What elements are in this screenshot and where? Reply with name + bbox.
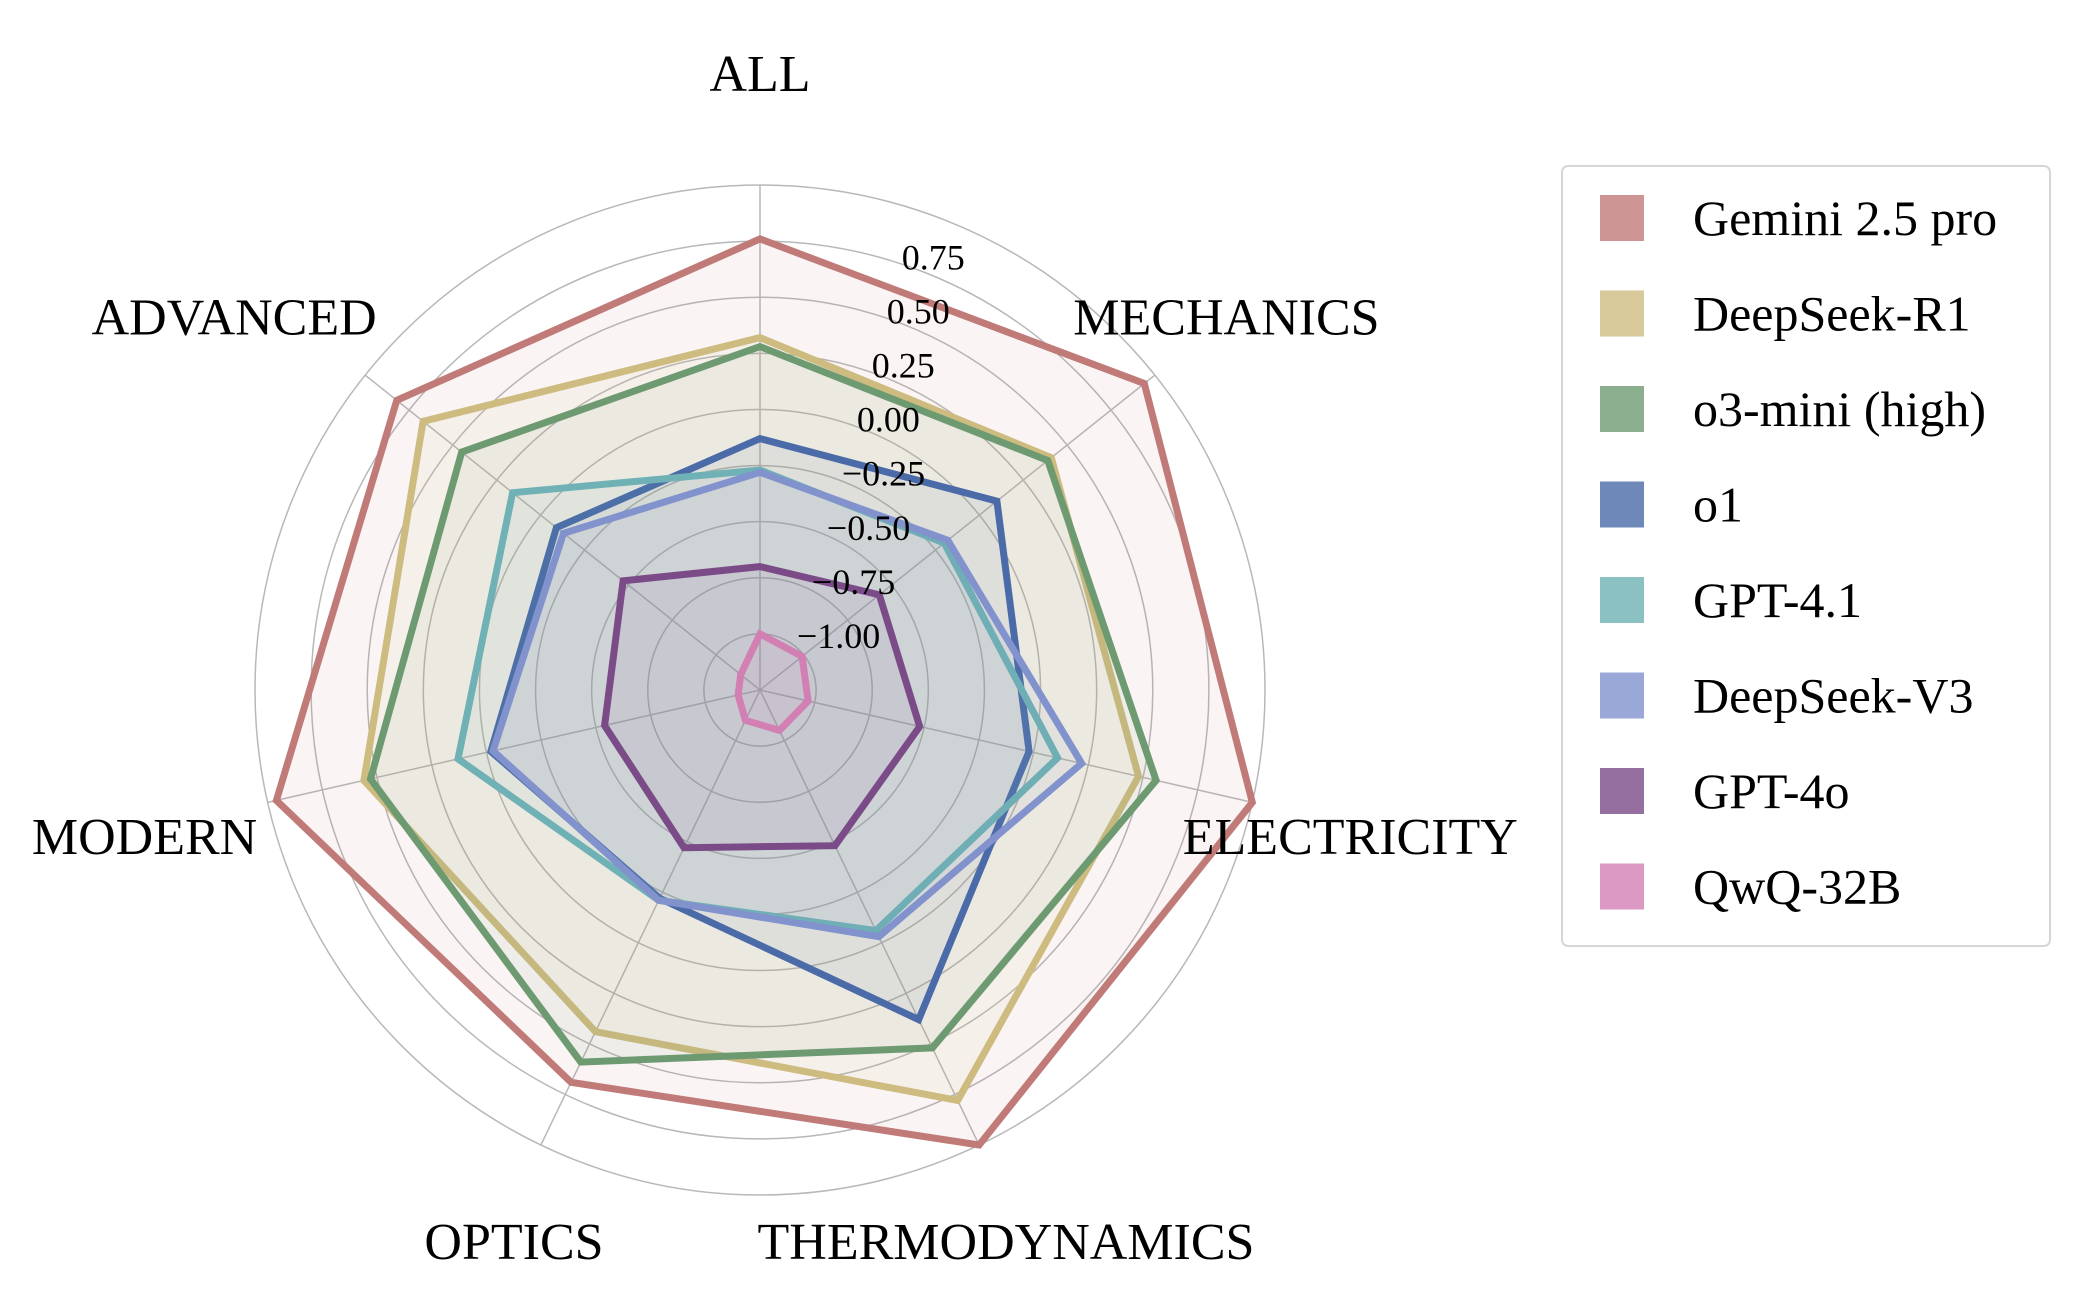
axis-label-all: ALL (709, 46, 810, 103)
grid-spoke (267, 689, 761, 804)
axis-label-mechanics: MECHANICS (1073, 289, 1379, 346)
legend-label: o3-mini (high) (1693, 381, 1986, 437)
legend-item: DeepSeek-R1 (1600, 286, 1971, 342)
legend-label: DeepSeek-V3 (1693, 668, 1973, 724)
grid-spoke (540, 689, 761, 1146)
axis-label-modern: MODERN (32, 809, 257, 866)
legend-label: Gemini 2.5 pro (1693, 190, 1997, 246)
radial-tick-label: −0.75 (812, 562, 895, 602)
series-polygon-qwq-32b (734, 629, 812, 735)
grid-spoke (759, 689, 980, 1146)
legend-label: DeepSeek-R1 (1693, 286, 1971, 342)
radial-tick-label: −0.50 (827, 508, 910, 548)
legend-item: o3-mini (high) (1600, 381, 1986, 437)
radial-ticks: −1.00 −0.75 −0.50 −0.25 0.00 0.25 0.50 0.75 (797, 237, 965, 656)
series-polygon-gemini-2-5-pro (272, 235, 1257, 1149)
radial-tick-label: 0.75 (902, 237, 965, 277)
legend-swatch (1600, 577, 1644, 623)
grid-spoke (759, 374, 1156, 691)
legend-frame (1561, 165, 2051, 947)
axis-labels: ALL MECHANICS ELECTRICITY THERMODYNAMICS OPT… (32, 46, 1518, 1271)
axis-label-electricity: ELECTRICITY (1183, 809, 1518, 866)
radial-tick-label: −0.25 (842, 454, 925, 494)
radial-tick-label: 0.00 (857, 400, 920, 440)
grid-spoke (759, 689, 1253, 804)
axis-label-thermodynamics: THERMODYNAMICS (758, 1214, 1255, 1271)
legend-item: DeepSeek-V3 (1600, 668, 1973, 724)
legend-swatch (1600, 768, 1644, 814)
legend-swatch (1600, 672, 1644, 719)
radial-tick-label: 0.50 (887, 291, 950, 331)
axis-label-optics: OPTICS (424, 1214, 603, 1271)
legend-label: GPT-4o (1693, 763, 1850, 819)
series-polygon-deepseek-v3 (488, 468, 1087, 941)
legend-item: o1 (1600, 477, 1743, 533)
series-polygon-gpt-4o (600, 563, 924, 852)
legend-item: Gemini 2.5 pro (1600, 190, 1997, 246)
legend-item: QwQ-32B (1600, 859, 1901, 915)
legend-item: GPT-4o (1600, 763, 1850, 819)
legend-swatch (1600, 195, 1644, 241)
legend-swatch (1600, 481, 1644, 528)
legend-label: GPT-4.1 (1693, 572, 1862, 628)
legend-label: QwQ-32B (1693, 859, 1901, 915)
legend-item: GPT-4.1 (1600, 572, 1862, 628)
radial-tick-label: 0.25 (872, 346, 935, 386)
axis-label-advanced: ADVANCED (92, 289, 377, 346)
legend: Gemini 2.5 pro DeepSeek-R1 o3-mini (high) o… (1561, 165, 2051, 947)
legend-swatch (1600, 386, 1644, 432)
legend-swatch (1600, 290, 1644, 337)
series-layer (272, 235, 1257, 1149)
legend-label: o1 (1693, 477, 1743, 533)
legend-swatch (1600, 863, 1644, 910)
radial-tick-label: −1.00 (797, 616, 880, 656)
